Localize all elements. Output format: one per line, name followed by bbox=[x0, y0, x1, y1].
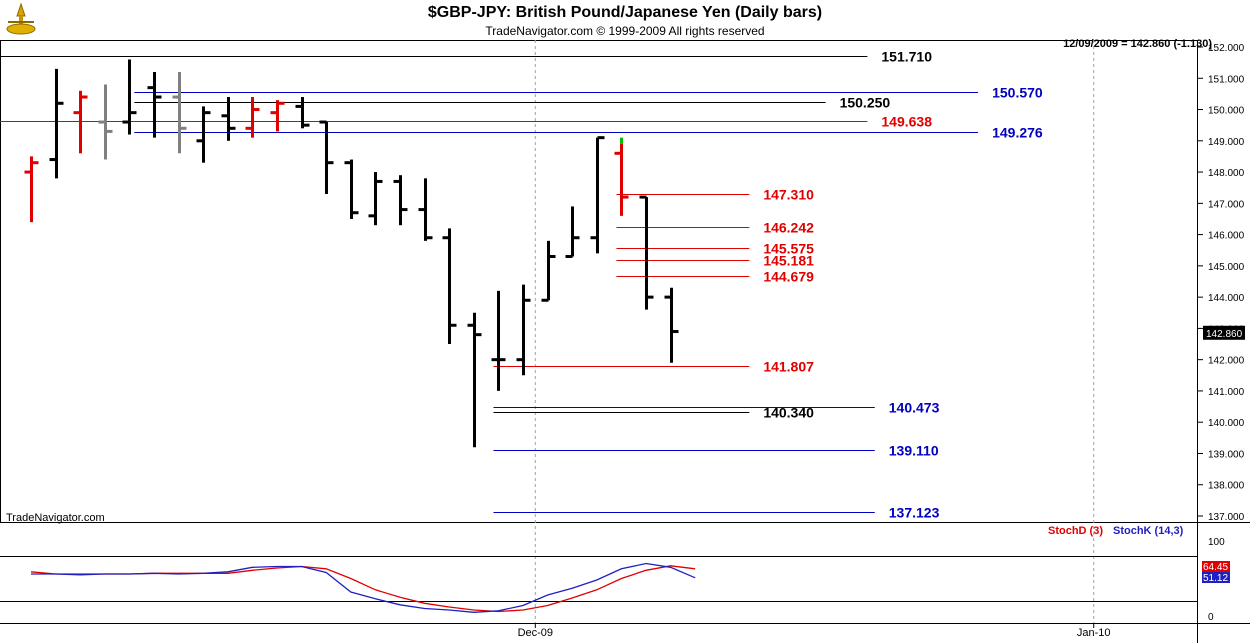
price-tick-label: 137.000 bbox=[1208, 512, 1245, 523]
ohlc-bar bbox=[221, 97, 236, 141]
osc-last-label: 51.12 bbox=[1203, 573, 1228, 584]
date-tick-label: Jan-10 bbox=[1077, 627, 1111, 639]
level-label: 147.310 bbox=[763, 187, 814, 203]
trade-navigator-logo-icon bbox=[6, 2, 36, 35]
ohlc-bar bbox=[565, 206, 580, 258]
level-labels: 151.710 150.570 150.250 149.638 149.276 147.3… bbox=[763, 49, 1043, 521]
ohlc-bar bbox=[614, 137, 629, 216]
osc-last-box bbox=[1202, 572, 1230, 583]
level-label: 145.575 bbox=[763, 241, 814, 257]
last-price-label: 142.860 bbox=[1206, 329, 1243, 340]
osc-series-line bbox=[31, 562, 696, 613]
legend-stoch-k: StochK (14,3) bbox=[1113, 525, 1184, 537]
level-label: 149.276 bbox=[992, 125, 1043, 141]
ohlc-bar bbox=[344, 159, 359, 219]
osc-tick-label: 0 bbox=[1208, 612, 1214, 623]
price-tick-label: 152.000 bbox=[1208, 43, 1245, 54]
ohlc-bar bbox=[295, 97, 310, 129]
ohlc-bar bbox=[98, 84, 113, 160]
level-label: 150.570 bbox=[992, 85, 1043, 101]
last-price-box bbox=[1203, 325, 1245, 340]
osc-last-label: 64.45 bbox=[1203, 562, 1228, 573]
level-label: 140.340 bbox=[763, 405, 814, 421]
chart-title: $GBP-JPY: British Pound/Japanese Yen (Da… bbox=[427, 4, 823, 21]
level-label: 141.807 bbox=[763, 359, 814, 375]
ohlc-bar bbox=[590, 136, 605, 254]
ohlc-bar bbox=[196, 106, 211, 163]
price-tick-label: 148.000 bbox=[1208, 168, 1245, 179]
level-lines bbox=[0, 56, 979, 513]
ohlc-bar bbox=[172, 72, 187, 154]
ohlc-bar bbox=[270, 100, 285, 132]
ohlc-bar bbox=[73, 90, 88, 154]
date-tick-label: Dec-09 bbox=[518, 627, 553, 639]
ohlc-bar bbox=[541, 240, 556, 302]
price-tick-label: 140.000 bbox=[1208, 418, 1245, 429]
grid-lines bbox=[534, 40, 1095, 623]
price-tick-label: 144.000 bbox=[1208, 293, 1245, 304]
ohlc-bar bbox=[393, 175, 408, 226]
level-label: 149.638 bbox=[881, 114, 932, 130]
ohlc-bar bbox=[368, 172, 383, 226]
level-label: 145.181 bbox=[763, 253, 814, 269]
level-label: 146.242 bbox=[763, 220, 814, 236]
ohlc-bar bbox=[245, 97, 260, 138]
ohlc-bar bbox=[442, 228, 457, 345]
osc-last-box bbox=[1202, 561, 1230, 572]
price-tick-label: 146.000 bbox=[1208, 231, 1245, 242]
ohlc-bar bbox=[467, 312, 482, 448]
ohlc-bar bbox=[664, 287, 679, 363]
price-axis: 152.000 151.000 150.000 149.000 148.000 147.0… bbox=[1198, 43, 1245, 523]
ohlc-bar bbox=[516, 284, 531, 376]
ohlc-bars bbox=[24, 59, 679, 448]
level-label: 151.710 bbox=[881, 49, 932, 65]
chart-subtitle: TradeNavigator.com © 1999-2009 All right… bbox=[485, 24, 765, 38]
level-label: 137.123 bbox=[889, 505, 940, 521]
chart-frame bbox=[0, 40, 1250, 643]
ohlc-bar bbox=[122, 59, 137, 135]
ohlc-bar bbox=[49, 68, 64, 179]
level-label: 144.679 bbox=[763, 269, 814, 285]
legend-stoch-d: StochD (3) bbox=[1048, 525, 1103, 537]
ohlc-bar bbox=[639, 195, 654, 310]
level-label: 150.250 bbox=[840, 95, 891, 111]
ohlc-bar bbox=[24, 156, 39, 223]
price-tick-label: 150.000 bbox=[1208, 106, 1245, 117]
price-tick-label: 145.000 bbox=[1208, 262, 1245, 273]
watermark: TradeNavigator.com bbox=[6, 512, 105, 524]
price-tick-label: 149.000 bbox=[1208, 137, 1245, 148]
ohlc-bar bbox=[418, 178, 433, 241]
osc-series-line bbox=[30, 565, 696, 613]
price-tick-label: 141.000 bbox=[1208, 387, 1245, 398]
level-label: 139.110 bbox=[889, 443, 939, 459]
level-label: 140.473 bbox=[889, 400, 940, 416]
price-tick-label: 147.000 bbox=[1208, 199, 1245, 210]
price-tick-label: 139.000 bbox=[1208, 449, 1245, 460]
ohlc-bar bbox=[491, 290, 506, 391]
ohlc-bar bbox=[147, 72, 162, 138]
price-tick-label: 151.000 bbox=[1208, 74, 1245, 85]
price-tick-label: 138.000 bbox=[1208, 481, 1245, 492]
osc-tick-label: 100 bbox=[1208, 537, 1225, 548]
ohlc-bar bbox=[319, 120, 334, 194]
date-axis: Dec-09 Jan-10 bbox=[518, 623, 1111, 639]
price-tick-label: 142.000 bbox=[1208, 356, 1245, 367]
